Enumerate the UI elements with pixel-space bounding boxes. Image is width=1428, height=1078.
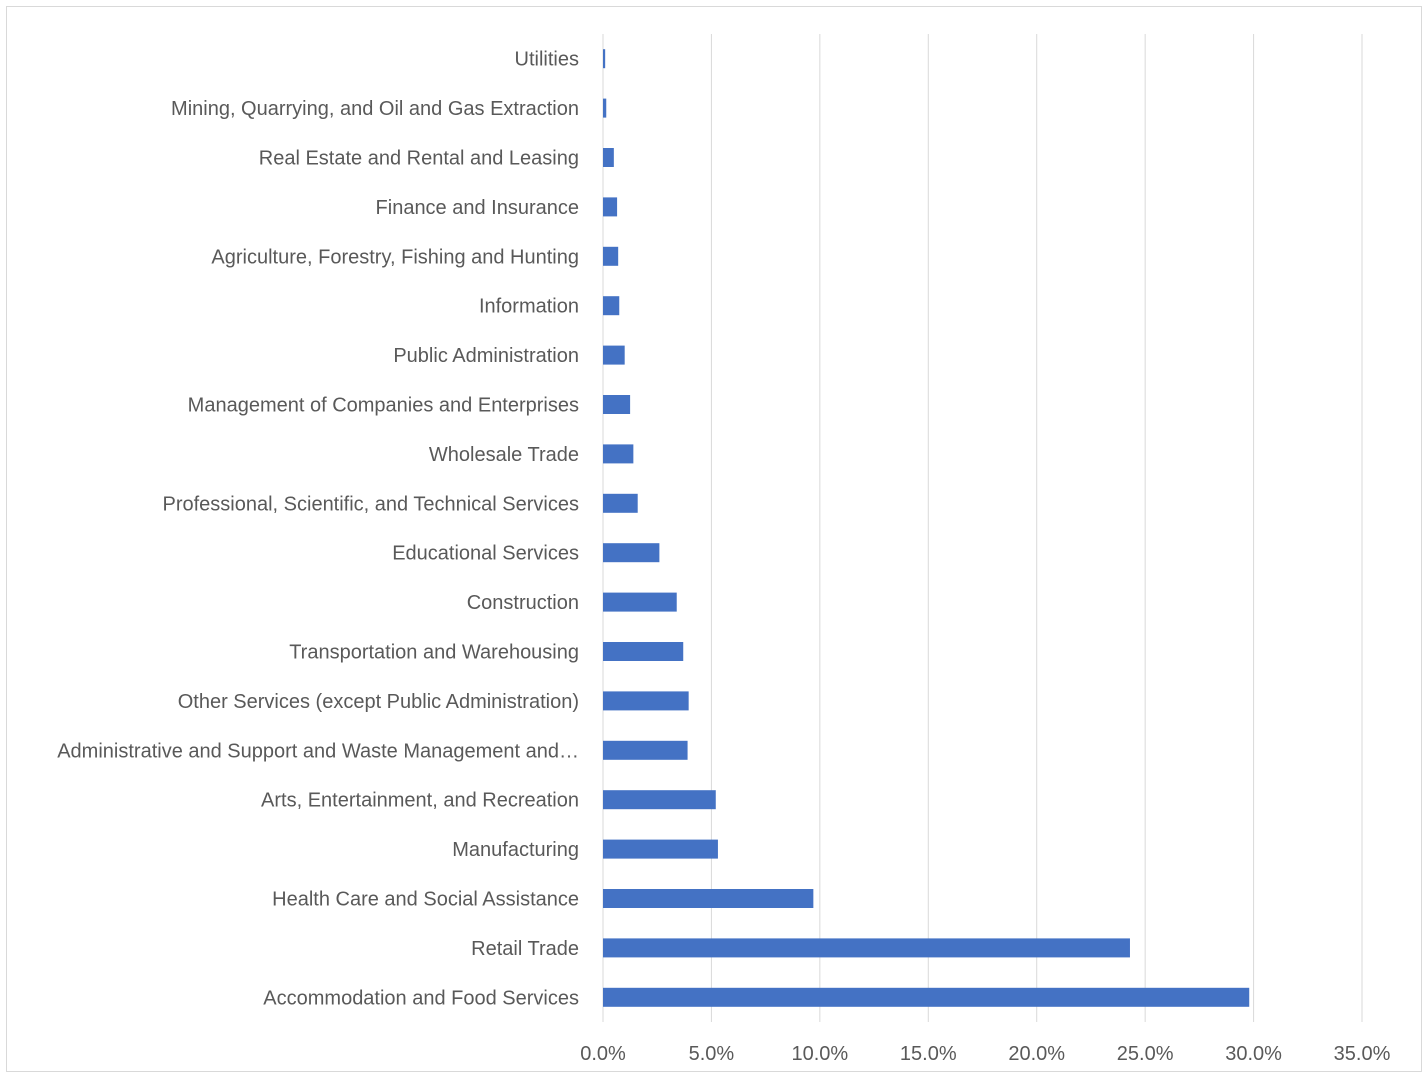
bar <box>603 345 625 365</box>
bar <box>603 987 1250 1007</box>
bar <box>603 642 684 661</box>
category-label: Educational Services <box>392 543 579 565</box>
x-tick-label: 25.0% <box>1117 1043 1174 1065</box>
bar <box>603 592 677 612</box>
category-label: Public Administration <box>393 345 579 367</box>
bar <box>603 49 606 69</box>
category-label: Construction <box>467 592 579 614</box>
x-tick-label: 30.0% <box>1225 1043 1282 1065</box>
x-tick-label: 35.0% <box>1334 1043 1391 1065</box>
category-label: Accommodation and Food Services <box>263 987 579 1009</box>
x-tick-label: 5.0% <box>689 1043 735 1065</box>
category-label: Transportation and Warehousing <box>289 642 579 664</box>
category-label: Professional, Scientific, and Technical … <box>162 493 579 515</box>
category-label: Health Care and Social Assistance <box>272 889 579 911</box>
category-label: Retail Trade <box>471 938 579 960</box>
category-label: Wholesale Trade <box>429 444 579 466</box>
category-label: Mining, Quarrying, and Oil and Gas Extra… <box>171 98 579 120</box>
bar <box>603 543 660 563</box>
bar <box>603 790 716 810</box>
category-label: Other Services (except Public Administra… <box>178 691 579 713</box>
bar <box>603 197 618 217</box>
category-label: Finance and Insurance <box>376 197 579 219</box>
category-labels: Accommodation and Food Services Retail Tr… <box>57 49 579 1010</box>
category-label: Agriculture, Forestry, Fishing and Hunti… <box>211 246 579 268</box>
bar <box>603 493 638 513</box>
bar <box>603 148 614 167</box>
x-tick-label: 20.0% <box>1008 1043 1065 1065</box>
category-label: Administrative and Support and Waste Man… <box>57 740 579 762</box>
bar <box>603 246 619 266</box>
bar <box>603 691 689 711</box>
bars <box>603 49 1250 1007</box>
bar <box>603 98 607 118</box>
category-label: Manufacturing <box>452 839 579 861</box>
bar <box>603 938 1130 958</box>
x-tick-label: 0.0% <box>580 1043 626 1065</box>
bar <box>603 444 634 464</box>
category-label: Information <box>479 296 579 318</box>
category-label: Real Estate and Rental and Leasing <box>259 148 579 170</box>
bar <box>603 296 620 316</box>
category-label: Management of Companies and Enterprises <box>188 395 579 417</box>
bar <box>603 889 814 908</box>
x-tick-labels: 0.0% 5.0% 10.0% 15.0% 20.0% 25.0% 30.0% 35.0% <box>580 1043 1390 1065</box>
bar <box>603 395 631 414</box>
x-tick-label: 15.0% <box>900 1043 957 1065</box>
x-tick-label: 10.0% <box>791 1043 848 1065</box>
bar <box>603 740 688 760</box>
gridlines <box>602 34 1363 1022</box>
bar <box>603 839 718 859</box>
category-label: Utilities <box>515 49 579 71</box>
category-label: Arts, Entertainment, and Recreation <box>261 790 579 812</box>
